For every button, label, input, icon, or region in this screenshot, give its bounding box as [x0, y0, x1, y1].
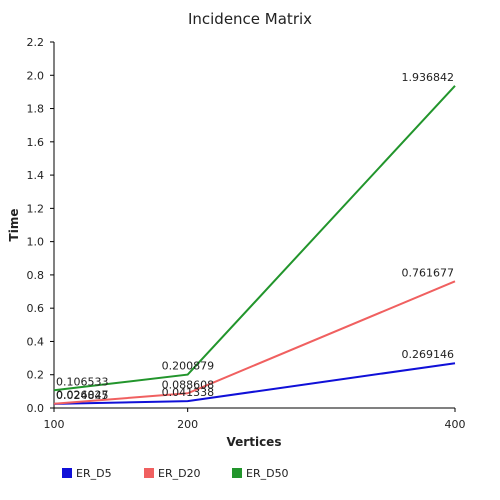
series-line-er-d20 — [53, 280, 456, 405]
y-tick-label: 1.2 — [27, 202, 45, 215]
x-axis-label: Vertices — [227, 435, 282, 449]
y-tick-label: 1.6 — [27, 136, 45, 149]
legend-label: ER_D50 — [246, 467, 289, 480]
x-tick-label: 400 — [445, 418, 466, 431]
y-tick-label: 1.8 — [27, 103, 45, 116]
legend-swatch-er-d5 — [62, 468, 72, 478]
legend-label: ER_D5 — [76, 467, 112, 480]
x-tick-label: 200 — [177, 418, 198, 431]
series-line-er-d5 — [53, 362, 456, 405]
y-tick-label: 1.0 — [27, 236, 45, 249]
data-label: 0.269146 — [402, 348, 455, 361]
data-label: 0.761677 — [402, 266, 455, 279]
x-tick-label: 100 — [44, 418, 65, 431]
legend: ER_D5 ER_D20 ER_D50 — [62, 467, 289, 480]
chart-title: Incidence Matrix — [188, 10, 312, 28]
y-axis-label: Time — [7, 209, 21, 242]
y-tick-label: 2.2 — [27, 36, 45, 49]
data-label: 0.026027 — [56, 389, 109, 402]
series-line-er-d50 — [53, 85, 456, 392]
data-label: 0.024845 — [56, 389, 109, 402]
y-tick-label: 0.2 — [27, 369, 45, 382]
legend-label: ER_D20 — [158, 467, 201, 480]
y-tick-label: 2.0 — [27, 69, 45, 82]
data-label: 0.088608 — [162, 378, 215, 391]
y-tick-label: 1.4 — [27, 169, 45, 182]
y-tick-label: 0.0 — [27, 402, 45, 415]
legend-swatch-er-d20 — [144, 468, 154, 478]
y-tick-label: 0.4 — [27, 335, 45, 348]
plot-area: 0.0 0.2 0.4 0.6 0.8 1.0 1.2 1.4 1.6 1.8 2.0 2.2 100 2… — [27, 36, 466, 431]
y-tick-label: 0.8 — [27, 269, 45, 282]
y-tick-label: 0.6 — [27, 302, 45, 315]
data-label: 1.936842 — [402, 71, 455, 84]
data-label: 0.041338 — [162, 386, 215, 399]
legend-swatch-er-d50 — [232, 468, 242, 478]
data-label: 0.200879 — [162, 360, 215, 373]
data-label: 0.106533 — [56, 375, 109, 388]
